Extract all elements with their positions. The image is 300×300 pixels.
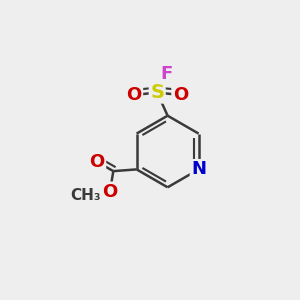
- Text: N: N: [191, 160, 206, 178]
- Text: CH₃: CH₃: [70, 188, 101, 203]
- Text: O: O: [127, 86, 142, 104]
- Text: O: O: [102, 183, 118, 201]
- Text: O: O: [173, 86, 188, 104]
- Text: O: O: [89, 153, 105, 171]
- Text: S: S: [150, 83, 164, 102]
- Text: F: F: [160, 65, 172, 83]
